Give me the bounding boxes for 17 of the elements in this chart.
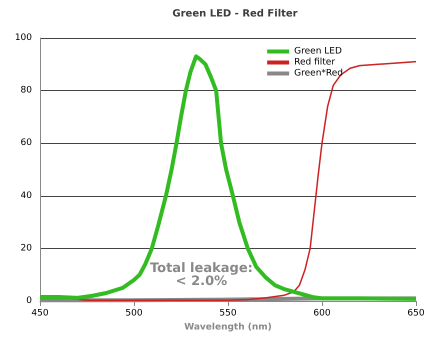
x-tick-label: 650: [407, 308, 425, 318]
chart-title: Green LED - Red Filter: [172, 8, 298, 20]
y-tick-label: 60: [20, 138, 32, 148]
x-axis-title: Wavelength (nm): [184, 322, 272, 332]
y-tick-label: 20: [20, 243, 32, 254]
x-tick-label: 450: [31, 308, 49, 318]
annotation: Total leakage: < 2.0%: [150, 261, 253, 289]
y-tick-label: 40: [20, 190, 32, 201]
legend-label: Green LED: [294, 46, 342, 56]
x-tick-label: 600: [313, 308, 331, 318]
legend-label: Red filter: [294, 58, 336, 68]
y-tick-label: 0: [26, 296, 32, 306]
x-tick-label: 500: [125, 308, 143, 318]
y-tick-label: 80: [20, 86, 32, 96]
legend-label: Green*Red: [294, 68, 344, 78]
x-tick-label: 550: [219, 308, 237, 318]
y-tick-label: 100: [14, 33, 32, 43]
